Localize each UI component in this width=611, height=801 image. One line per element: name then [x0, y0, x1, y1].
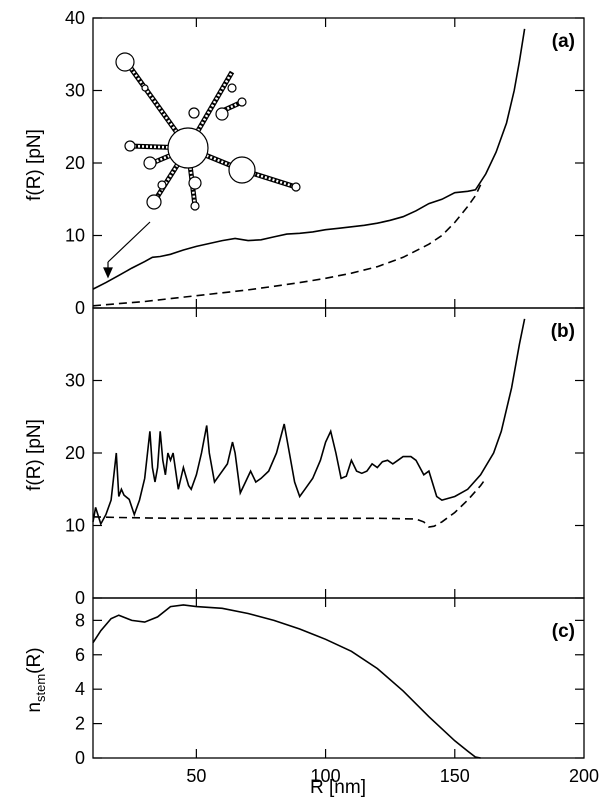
panel-b-ytick-label: 10 [65, 516, 85, 536]
panel-a-tag: (a) [552, 31, 575, 52]
panel-c-ytick-label: 0 [75, 748, 85, 768]
panel-a-dashed-curve [92, 184, 482, 307]
x-tick-label: 150 [440, 766, 470, 786]
panel-b-ytick-label: 20 [65, 443, 85, 463]
panel-a-ticks: 0 10 20 30 40 [65, 8, 584, 318]
panel-c-tag: (c) [552, 621, 575, 642]
panel-b-ylabel: f(R) [pN] [24, 419, 45, 491]
panel-a-ytick-label: 10 [65, 226, 85, 246]
nstem-tail: (R) [24, 647, 45, 673]
panel-a-frame [92, 17, 585, 309]
panel-c-ylabel: nstem(R) [24, 647, 48, 712]
panel-b-solid-curve [92, 318, 526, 527]
panel-b-series [92, 318, 526, 528]
panel-b-ytick-label: 30 [65, 371, 85, 391]
panel-b-ticks: 0 10 20 30 [65, 308, 584, 608]
panel-b-dashed-curve [92, 477, 487, 528]
panel-a-ylabel: f(R) [pN] [24, 129, 45, 201]
panel-c-ytick-label: 2 [75, 714, 85, 734]
panel-c-ticks: 0 2 4 6 8 50 100 150 200 [75, 598, 599, 786]
panel-b-frame [92, 307, 585, 599]
panel-c-ytick-label: 4 [75, 679, 85, 699]
x-tick-label: 100 [311, 766, 341, 786]
panel-c-series [92, 604, 481, 759]
panel-a-ytick-label: 0 [75, 298, 85, 318]
panel-c-solid-curve [92, 604, 481, 759]
x-axis-label: R [nm] [310, 777, 366, 798]
panel-b-tag: (b) [551, 321, 575, 342]
panel-a-series [92, 28, 526, 307]
rna-structure-inset [103, 52, 301, 279]
x-tick-label: 50 [186, 766, 206, 786]
panel-a-ytick-label: 40 [65, 8, 85, 28]
panel-c-ytick-label: 6 [75, 645, 85, 665]
nstem-n: n [24, 702, 45, 713]
panel-c-ytick-label: 8 [75, 610, 85, 630]
x-tick-label: 200 [569, 766, 599, 786]
panel-a-ytick-label: 30 [65, 81, 85, 101]
panel-a-solid-curve [92, 28, 526, 290]
panel-c-frame [92, 597, 585, 759]
panel-b-ytick-label: 0 [75, 588, 85, 608]
panel-a-ytick-label: 20 [65, 153, 85, 173]
nstem-sub: stem [33, 674, 48, 702]
